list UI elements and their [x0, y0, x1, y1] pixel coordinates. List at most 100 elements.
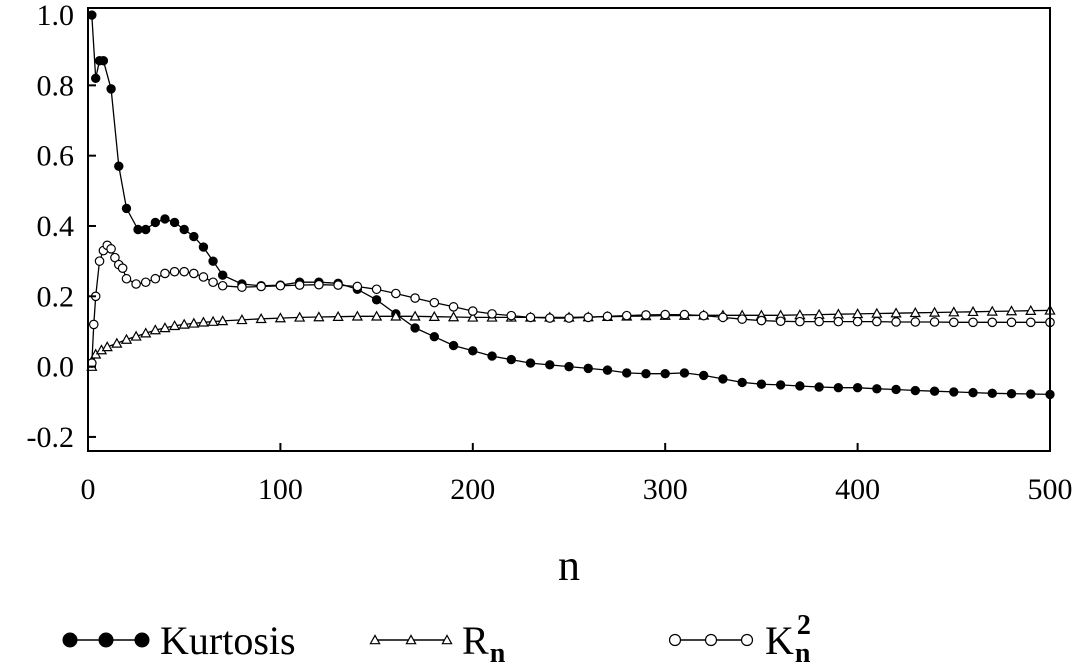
y-tick-label: 1.0 [37, 0, 75, 32]
data-point-kn2 [948, 317, 959, 328]
data-point-kn2 [602, 311, 613, 322]
y-tick-label: 0.0 [37, 351, 75, 384]
data-point-rn [217, 315, 229, 326]
data-point-rn [967, 305, 979, 317]
data-point-rn [101, 341, 113, 352]
x-tick-label: 400 [835, 473, 880, 506]
legend-item-kurtosis: Kurtosis [62, 618, 296, 663]
data-point-kn2 [208, 277, 218, 288]
data-point-kurtosis [160, 214, 170, 224]
data-point-kn2 [814, 316, 824, 327]
data-point-rn [255, 312, 267, 324]
data-point-kn2 [429, 297, 440, 308]
data-point-kn2 [131, 279, 141, 289]
data-point-kurtosis [679, 368, 690, 378]
data-point-kurtosis [737, 377, 747, 388]
x-tick-label: 100 [258, 473, 303, 506]
data-point-kurtosis [852, 383, 863, 393]
data-point-kurtosis [1026, 389, 1036, 399]
data-point-rn [130, 330, 142, 341]
data-point-rn [1025, 304, 1037, 315]
series-kn2 [87, 240, 1055, 368]
series-kurtosis [87, 10, 1055, 400]
data-point-kurtosis [564, 361, 574, 372]
data-point-kn2 [106, 244, 116, 254]
data-point-rn [390, 310, 402, 321]
data-point-kn2 [179, 266, 189, 277]
data-point-kurtosis [872, 384, 882, 394]
data-point-kn2 [698, 310, 709, 321]
x-tick-label: 300 [643, 473, 688, 506]
data-point-kn2 [275, 280, 286, 291]
data-point-kurtosis [198, 242, 209, 252]
legend-superscript-kn2: 2 [797, 610, 811, 641]
data-point-rn [274, 312, 287, 323]
legend-marker-kurtosis [134, 632, 150, 648]
data-point-kurtosis [795, 381, 805, 391]
data-point-rn [149, 324, 161, 335]
data-point-kurtosis [208, 256, 218, 266]
data-point-kurtosis [468, 346, 478, 356]
data-point-kn2 [679, 309, 690, 320]
data-point-kn2 [660, 309, 670, 320]
data-point-kurtosis [756, 379, 767, 389]
x-axis-label: n [558, 541, 580, 590]
data-point-rn [351, 310, 363, 321]
data-point-kurtosis [506, 354, 516, 365]
data-point-rn [111, 337, 123, 348]
data-point-kn2 [641, 310, 651, 320]
data-point-kn2 [910, 317, 921, 327]
data-point-kurtosis [833, 383, 844, 393]
data-point-kn2 [448, 302, 459, 312]
data-point-kn2 [410, 293, 420, 303]
data-point-rn [986, 305, 998, 316]
data-point-kurtosis [910, 385, 921, 396]
data-point-kn2 [169, 266, 180, 277]
data-point-kurtosis [90, 73, 101, 84]
data-point-rn [370, 310, 383, 321]
data-point-kn2 [88, 319, 99, 330]
data-point-kurtosis [545, 360, 555, 370]
data-point-kurtosis [525, 358, 536, 368]
data-point-rn [197, 316, 210, 327]
data-point-rn [928, 306, 941, 317]
data-point-kn2 [506, 310, 517, 321]
data-point-kurtosis [891, 384, 901, 395]
data-point-kn2 [852, 316, 863, 327]
data-point-kn2 [872, 316, 882, 327]
data-point-kurtosis [949, 387, 959, 397]
data-point-kurtosis [583, 363, 593, 374]
x-tick-label: 200 [450, 473, 495, 506]
data-point-kn2 [987, 317, 998, 328]
plot-series [86, 10, 1056, 400]
data-point-kurtosis [189, 231, 199, 242]
y-tick-label: 0.8 [37, 69, 75, 102]
legend-marker-kurtosis [98, 632, 114, 648]
data-point-kn2 [487, 309, 497, 319]
data-point-kn2 [467, 306, 478, 316]
data-point-kurtosis [718, 374, 728, 384]
data-point-kurtosis [114, 161, 124, 171]
legend-marker-kn2 [704, 633, 718, 647]
data-point-kurtosis [968, 387, 978, 398]
data-point-kurtosis [660, 368, 670, 379]
data-point-kn2 [256, 281, 266, 292]
data-point-kn2 [371, 284, 382, 295]
data-point-rn [207, 315, 219, 326]
data-point-kn2 [237, 282, 247, 292]
data-point-kurtosis [217, 270, 228, 280]
plot-frame [87, 7, 1051, 452]
data-point-kn2 [756, 315, 767, 326]
data-point-kn2 [621, 310, 632, 321]
y-axis-ticks: 1.0 0.8 0.6 0.4 0.2 0.0 -0.2 [27, 0, 96, 454]
data-point-kn2 [737, 314, 747, 324]
data-point-kn2 [217, 280, 228, 291]
data-point-kurtosis [487, 351, 497, 361]
data-point-kurtosis [169, 217, 180, 228]
legend-label-rn: R [462, 618, 489, 663]
data-point-kn2 [352, 281, 363, 292]
x-tick-label: 500 [1028, 473, 1073, 506]
